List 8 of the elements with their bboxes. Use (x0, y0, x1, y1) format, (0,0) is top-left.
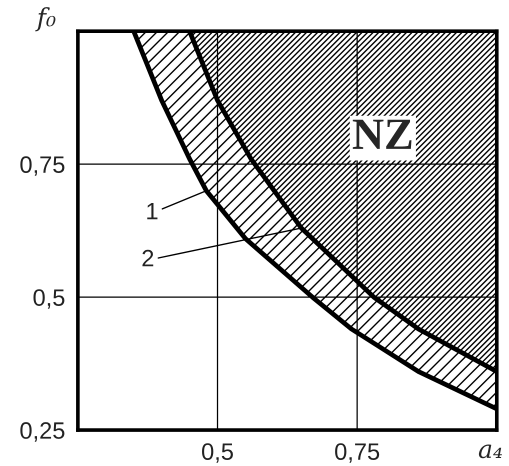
x-axis-title: a₄ (478, 444, 502, 458)
annotation: NZ (352, 120, 412, 149)
y-axis-title: f₀ (35, 7, 56, 32)
y-tick-label: 0,5 (33, 289, 64, 309)
y-tick-label: 0,25 (20, 422, 64, 442)
text: 2 (142, 250, 154, 266)
y-tick-label: 0,75 (20, 156, 64, 176)
legend-label: 1 (147, 202, 158, 220)
